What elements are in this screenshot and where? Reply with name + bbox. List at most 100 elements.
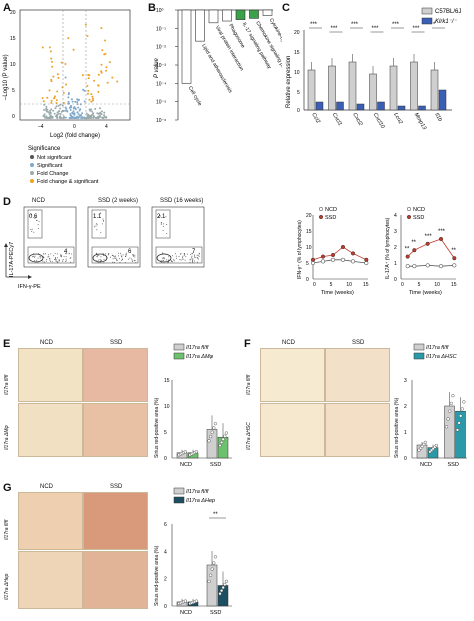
volcano-point: [90, 100, 93, 103]
flow-event: [160, 223, 162, 225]
volcano-point: [43, 103, 46, 106]
flow-event: [121, 259, 122, 261]
flow-event: [39, 257, 41, 259]
tc-point: [350, 251, 356, 256]
flow-event: [102, 252, 104, 254]
tc-legend-ncd: NCD: [413, 207, 425, 213]
volcano-point: [70, 98, 73, 101]
tc-ytick: 3: [394, 229, 397, 235]
flow-event: [36, 219, 38, 221]
fib-ytick: 10: [164, 404, 170, 410]
volcano-point: [66, 110, 69, 113]
volcano-point: [55, 102, 58, 104]
flow-event: [62, 258, 64, 260]
flow-event: [163, 223, 165, 225]
flow-event: [192, 258, 194, 260]
volcano-point: [88, 98, 91, 101]
b-bars: [181, 9, 273, 84]
tc-point: [412, 248, 417, 253]
flow-event: [180, 253, 182, 254]
flow-gate-il17: [155, 209, 171, 239]
fib-ylabel: Sirius red-positive area (%): [154, 397, 160, 458]
volcano-point: [91, 113, 94, 116]
flow-event: [197, 254, 199, 256]
volcano-point: [94, 107, 97, 110]
volcano-point: [95, 116, 98, 119]
volcano-point: [64, 76, 67, 79]
flow-event: [113, 261, 115, 263]
flow-event: [103, 220, 105, 221]
fib-legend-ko: Il17ra ΔHSC: [426, 354, 457, 360]
volcano-point: [52, 75, 55, 78]
volcano-point: [100, 113, 103, 116]
flow-event: [58, 259, 60, 261]
volcano-point: [70, 114, 72, 117]
flow-event: [191, 252, 193, 254]
flow-event: [175, 255, 177, 257]
volcano-point: [65, 83, 68, 86]
volcano-point: [81, 116, 84, 119]
fib-legend-fl: Il17ra fl/fl: [186, 489, 209, 495]
flow-event: [121, 256, 123, 257]
tc-ylabel: IFN-γ⁺ (% of lymphocytes): [297, 220, 303, 279]
flow-event: [54, 252, 56, 254]
volcano-point: [71, 100, 74, 103]
flow-event: [135, 262, 137, 264]
volcano-point: [59, 115, 62, 118]
volcano-point: [72, 110, 75, 113]
flow-event: [63, 255, 65, 257]
f-micrograph-ssd-ko: [325, 403, 390, 457]
flow-event: [183, 253, 185, 254]
volcano-point: [86, 84, 89, 87]
volcano-point: [64, 63, 67, 65]
flow-event: [43, 253, 44, 255]
legend-dot-notsig: [30, 155, 34, 159]
fib-ytick: 2: [164, 577, 167, 583]
volcano-point: [79, 108, 82, 111]
flow-event: [101, 223, 103, 225]
flow-event: [108, 253, 110, 255]
volcano-point: [69, 104, 72, 107]
g-chart-group: 6 4 2 0 Sirius red-positive area (%) Il17ra f…: [154, 487, 232, 616]
flow-event: [112, 261, 114, 263]
tc-point: [405, 254, 410, 259]
flow-event: [134, 256, 136, 258]
fib-bar: [217, 436, 229, 459]
flow-event: [55, 260, 57, 262]
c-bar-ko: [418, 105, 426, 111]
flow-event: [162, 230, 164, 231]
fib-point: [221, 585, 225, 590]
tc-xtick: 15: [451, 282, 457, 288]
flow-event: [33, 231, 35, 233]
flow-event: [168, 256, 170, 258]
fib-ytick: 1: [404, 430, 407, 436]
g-row-fl: Il17ra fl/fl: [4, 519, 10, 540]
flow-event: [34, 216, 36, 218]
flow-event: [114, 255, 116, 257]
volcano-ytick: 15: [10, 36, 16, 42]
b-ytick-label: 10⁻⁴: [156, 81, 166, 87]
volcano-point: [44, 116, 47, 119]
flow-event: [97, 259, 99, 261]
volcano-point: [59, 107, 62, 110]
flow-event: [180, 253, 182, 255]
fib-legend-fl-swatch: [413, 343, 425, 351]
fib-legend-ko: Il17ra ΔMφ: [186, 354, 214, 360]
flow-event: [134, 259, 136, 261]
fib-legend-ko: Il17ra ΔHep: [186, 498, 215, 504]
f-chart-group: 3 2 1 0 Sirius red-positive area (%) Il17ra f…: [394, 343, 467, 468]
flow-event: [190, 254, 192, 255]
fib-legend-fl: Il17ra fl/fl: [426, 345, 449, 351]
flow-event: [43, 261, 45, 263]
flow-event: [162, 225, 164, 227]
flow-number-ifng: 4: [64, 249, 68, 255]
tc-xtick: 10: [346, 282, 352, 288]
fib-xtick: SSD: [448, 462, 459, 468]
tc-ytick: 0: [394, 277, 397, 283]
flow-event: [99, 259, 101, 260]
volcano-point: [99, 107, 101, 110]
flow-event: [97, 254, 99, 256]
e-chart: 15 10 5 0 Sirius red-positive area (%) Il17ra…: [154, 343, 232, 468]
volcano-point: [50, 108, 53, 111]
e-col-ncd: NCD: [40, 340, 53, 346]
